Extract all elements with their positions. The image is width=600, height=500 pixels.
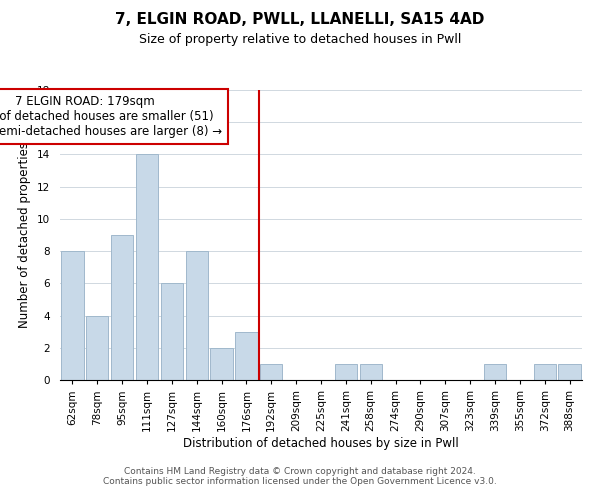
Bar (111, 235, 133, 380)
Bar (161, 284, 183, 380)
Text: 7 ELGIN ROAD: 179sqm
← 86% of detached houses are smaller (51)
14% of semi-detac: 7 ELGIN ROAD: 179sqm ← 86% of detached h… (0, 95, 222, 138)
Text: Contains HM Land Registry data © Crown copyright and database right 2024.: Contains HM Land Registry data © Crown c… (124, 467, 476, 476)
Bar (211, 348, 233, 380)
Bar (61, 251, 83, 380)
Bar (559, 364, 581, 380)
Bar (359, 364, 382, 380)
Text: 7, ELGIN ROAD, PWLL, LLANELLI, SA15 4AD: 7, ELGIN ROAD, PWLL, LLANELLI, SA15 4AD (115, 12, 485, 28)
Bar (185, 251, 208, 380)
Bar (136, 154, 158, 380)
Text: Size of property relative to detached houses in Pwll: Size of property relative to detached ho… (139, 32, 461, 46)
Bar (86, 316, 109, 380)
Bar (335, 364, 357, 380)
Bar (533, 364, 556, 380)
Bar (260, 364, 283, 380)
Text: Contains public sector information licensed under the Open Government Licence v3: Contains public sector information licen… (103, 477, 497, 486)
Y-axis label: Number of detached properties: Number of detached properties (19, 142, 31, 328)
Bar (235, 332, 257, 380)
Bar (484, 364, 506, 380)
X-axis label: Distribution of detached houses by size in Pwll: Distribution of detached houses by size … (183, 436, 459, 450)
